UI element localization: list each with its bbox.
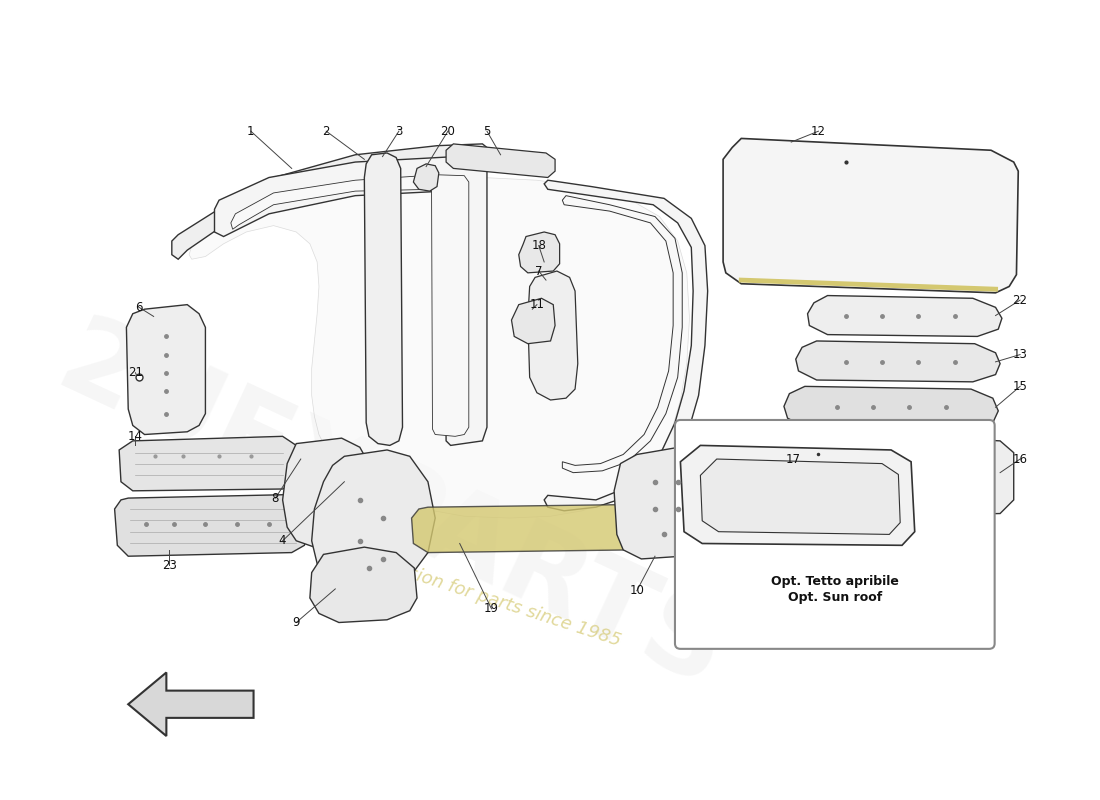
Text: a passion for parts since 1985: a passion for parts since 1985 [360, 550, 624, 650]
Text: 3: 3 [395, 125, 403, 138]
Text: 2: 2 [322, 125, 330, 138]
Polygon shape [414, 164, 439, 191]
Text: Opt. Sun roof: Opt. Sun roof [788, 590, 882, 604]
Polygon shape [723, 138, 1019, 293]
Polygon shape [114, 494, 308, 556]
Polygon shape [189, 178, 690, 518]
Text: 14: 14 [128, 430, 143, 443]
Polygon shape [311, 450, 436, 598]
Polygon shape [701, 459, 900, 534]
Text: 7: 7 [535, 265, 542, 278]
Polygon shape [364, 153, 403, 446]
Text: 6: 6 [135, 301, 143, 314]
Text: 4: 4 [279, 534, 286, 547]
Polygon shape [283, 438, 368, 547]
Polygon shape [172, 144, 487, 259]
Text: 9: 9 [293, 616, 300, 629]
Polygon shape [852, 434, 1014, 516]
Text: 18: 18 [531, 239, 547, 252]
Polygon shape [129, 673, 254, 736]
Polygon shape [681, 446, 915, 546]
Polygon shape [126, 305, 206, 434]
Polygon shape [614, 446, 712, 559]
Polygon shape [411, 505, 654, 553]
Polygon shape [512, 298, 556, 344]
Text: 23: 23 [162, 558, 176, 572]
Polygon shape [310, 547, 417, 622]
FancyBboxPatch shape [675, 420, 994, 649]
Text: 22: 22 [1013, 294, 1027, 306]
Polygon shape [519, 232, 560, 273]
Polygon shape [528, 271, 578, 400]
Text: 21: 21 [128, 366, 143, 379]
Text: 11: 11 [529, 298, 544, 311]
Polygon shape [214, 157, 487, 446]
Text: 13: 13 [1013, 348, 1027, 361]
Polygon shape [795, 341, 1000, 382]
Text: 10: 10 [629, 584, 645, 598]
Text: 20: 20 [440, 125, 455, 138]
Polygon shape [231, 174, 469, 436]
Text: 17: 17 [785, 453, 801, 466]
Polygon shape [562, 196, 682, 473]
Text: 2UEXPARTS: 2UEXPARTS [42, 308, 741, 710]
Text: 16: 16 [1013, 453, 1027, 466]
Polygon shape [807, 295, 1002, 337]
Text: Opt. Tetto apribile: Opt. Tetto apribile [771, 575, 899, 588]
Polygon shape [119, 436, 299, 491]
Text: 1: 1 [248, 125, 254, 138]
Text: 15: 15 [1013, 380, 1027, 393]
Text: 5: 5 [483, 125, 491, 138]
Text: 12: 12 [811, 125, 826, 138]
Text: 19: 19 [484, 602, 499, 615]
Text: 8: 8 [272, 491, 279, 505]
Polygon shape [544, 180, 707, 511]
Polygon shape [784, 386, 999, 429]
Polygon shape [447, 144, 556, 178]
